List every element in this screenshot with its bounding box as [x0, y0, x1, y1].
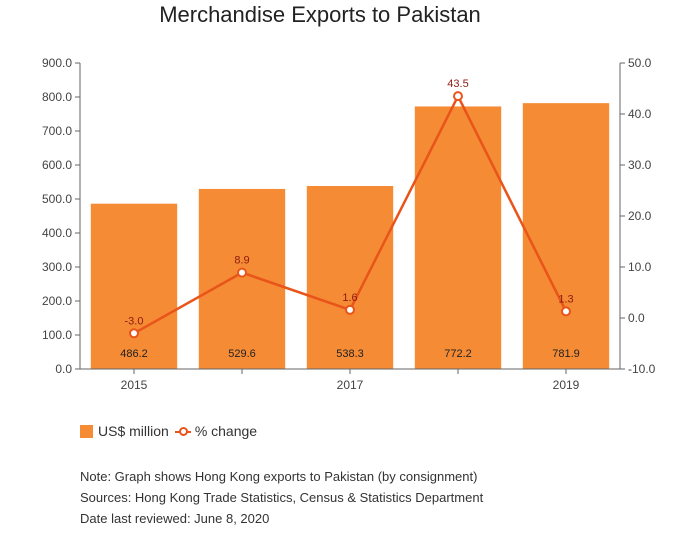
y-right-tick-label: -10.0: [628, 362, 656, 376]
y-right-tick-label: 50.0: [628, 56, 652, 70]
percent-change-label: 8.9: [234, 255, 249, 267]
percent-change-point: [345, 304, 355, 315]
x-tick-label: 2019: [553, 378, 580, 392]
x-tick-label: 2017: [337, 378, 364, 392]
percent-change-point: [237, 267, 247, 278]
bar-value-label: 781.9: [552, 348, 580, 360]
y-right-tick-label: 10.0: [628, 260, 652, 274]
y-right-tick-label: 0.0: [628, 311, 645, 325]
y-left-tick-label: 400.0: [42, 226, 72, 240]
bar: [90, 203, 178, 369]
y-left-tick-label: 900.0: [42, 56, 72, 70]
bar: [522, 103, 610, 370]
percent-change-point: [129, 328, 139, 339]
percent-change-label: 1.6: [342, 292, 357, 304]
note-line: Note: Graph shows Hong Kong exports to P…: [80, 469, 478, 484]
percent-change-label: 1.3: [558, 293, 573, 305]
y-left-tick-label: 200.0: [42, 294, 72, 308]
y-left-tick-label: 0.0: [55, 362, 72, 376]
bar-value-label: 538.3: [336, 348, 364, 360]
review-date-line: Date last reviewed: June 8, 2020: [80, 511, 270, 526]
source-line: Sources: Hong Kong Trade Statistics, Cen…: [80, 490, 484, 505]
percent-change-label: -3.0: [125, 315, 144, 327]
x-tick-label: 2015: [121, 378, 148, 392]
percent-change-point: [453, 91, 463, 102]
legend-line-label: % change: [194, 423, 258, 439]
chart-notes: Note: Graph shows Hong Kong exports to P…: [80, 466, 483, 529]
y-left-tick-label: 100.0: [42, 328, 72, 342]
percent-change-label: 43.5: [447, 78, 468, 90]
y-right-tick-label: 20.0: [628, 209, 652, 223]
bar: [414, 106, 502, 370]
bar-value-label: 486.2: [120, 348, 148, 360]
percent-change-point: [561, 306, 571, 317]
y-left-tick-label: 500.0: [42, 192, 72, 206]
bar-value-label: 772.2: [444, 348, 472, 360]
legend-bar-label: US$ million: [98, 423, 169, 439]
y-right-tick-label: 30.0: [628, 158, 652, 172]
y-left-tick-label: 800.0: [42, 90, 72, 104]
combo-chart: 0.0 100.0 200.0 300.0 400.0 500.0 600.0 700.0 80…: [42, 56, 656, 392]
bar: [198, 188, 286, 369]
y-right-tick-label: 40.0: [628, 107, 652, 121]
bar: [306, 185, 394, 369]
bar-value-label: 529.6: [228, 348, 256, 360]
y-left-tick-label: 300.0: [42, 260, 72, 274]
legend-line-swatch: [174, 425, 191, 438]
y-left-tick-label: 600.0: [42, 158, 72, 172]
y-left-tick-label: 700.0: [42, 124, 72, 138]
chart-title: Merchandise Exports to Pakistan: [159, 2, 481, 27]
legend-bar-swatch: [80, 424, 93, 438]
chart-legend: US$ million % change: [80, 423, 257, 439]
